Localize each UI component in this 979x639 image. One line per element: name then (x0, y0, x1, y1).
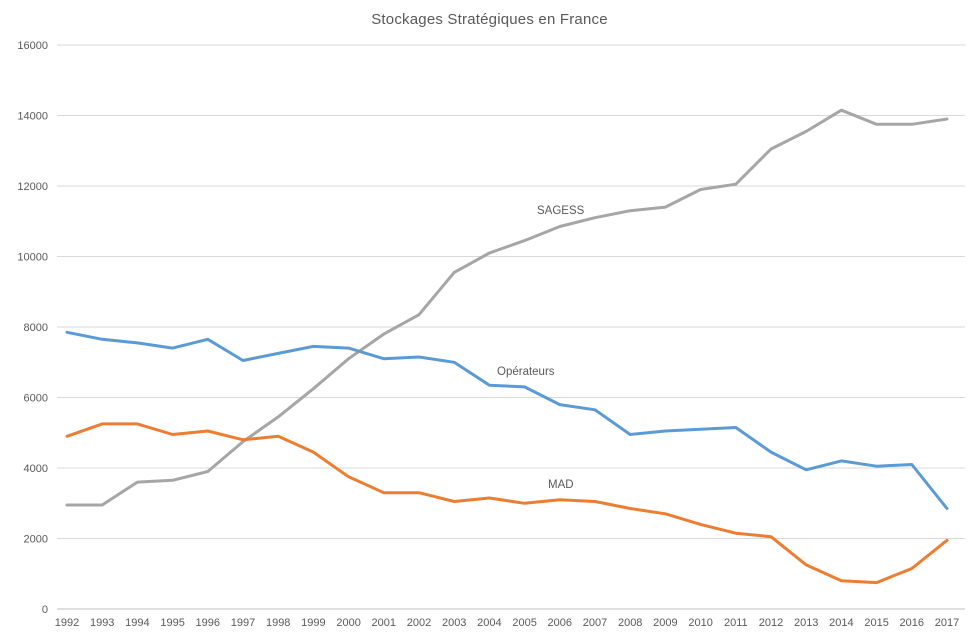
x-tick-label: 2011 (724, 617, 748, 629)
x-tick-label: 1998 (266, 617, 290, 629)
x-tick-label: 2010 (688, 617, 712, 629)
y-tick-label: 0 (42, 604, 48, 616)
chart-title: Stockages Stratégiques en France (371, 11, 608, 28)
x-tick-label: 1996 (196, 617, 220, 629)
x-tick-label: 2016 (900, 617, 924, 629)
x-tick-label: 2012 (759, 617, 783, 629)
x-tick-label: 2005 (512, 617, 536, 629)
x-tick-label: 1993 (90, 617, 114, 629)
x-tick-label: 2013 (794, 617, 818, 629)
series-label-mad: MAD (548, 479, 574, 491)
x-tick-label: 2014 (829, 617, 853, 629)
y-tick-label: 14000 (17, 111, 48, 123)
x-tick-label: 2015 (864, 617, 888, 629)
y-tick-label: 2000 (24, 534, 48, 546)
x-tick-label: 2009 (653, 617, 677, 629)
x-tick-label: 1992 (55, 617, 79, 629)
x-tick-label: 2008 (618, 617, 642, 629)
y-tick-label: 10000 (17, 252, 48, 264)
y-tick-label: 16000 (17, 40, 48, 52)
x-tick-label: 2004 (477, 617, 501, 629)
series-line-mad (65, 422, 949, 585)
x-tick-label: 2007 (583, 617, 607, 629)
x-tick-label: 1999 (301, 617, 325, 629)
x-tick-label: 2000 (336, 617, 360, 629)
x-tick-label: 2017 (935, 617, 959, 629)
y-tick-label: 12000 (17, 181, 48, 193)
series-line-op-rateurs (65, 330, 949, 510)
x-tick-label: 2002 (407, 617, 431, 629)
x-tick-label: 2001 (372, 617, 396, 629)
y-tick-label: 4000 (24, 463, 48, 475)
y-tick-label: 8000 (24, 322, 48, 334)
x-tick-label: 2006 (548, 617, 572, 629)
x-tick-label: 1994 (125, 617, 149, 629)
series-label-sagess: SAGESS (537, 205, 585, 217)
series-line-sagess (65, 108, 949, 507)
y-tick-label: 6000 (24, 393, 48, 405)
x-tick-label: 2003 (442, 617, 466, 629)
x-tick-label: 1995 (160, 617, 184, 629)
x-tick-label: 1997 (231, 617, 255, 629)
series-label-op-rateurs: Opérateurs (497, 366, 555, 378)
